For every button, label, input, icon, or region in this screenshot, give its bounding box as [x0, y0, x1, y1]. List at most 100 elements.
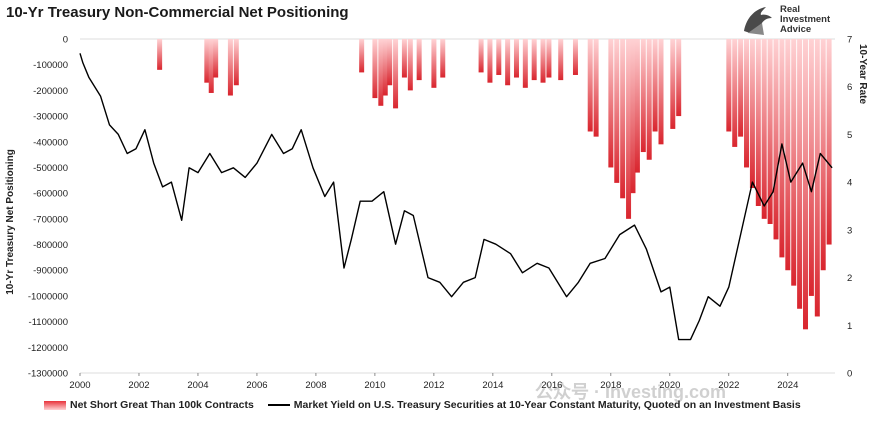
brand-line2: Investment — [780, 14, 831, 25]
bar-26 — [558, 39, 564, 81]
bar-10 — [387, 39, 393, 86]
y-right-tick-label-5: 5 — [847, 130, 852, 141]
bar-37 — [646, 39, 652, 160]
bar-28 — [587, 39, 593, 132]
bar-14 — [416, 39, 422, 81]
y-right-tick-label-7: 7 — [847, 35, 852, 46]
y-left-tick-label-6: -600000 — [33, 189, 68, 200]
x-tick-label-0: 2000 — [69, 380, 90, 391]
page-title: 10-Yr Treasury Non-Commercial Net Positi… — [6, 4, 349, 21]
bar-2 — [208, 39, 214, 93]
y-left-tick-label-11: -1100000 — [29, 317, 68, 328]
y-left-tick-label-10: -1000000 — [28, 291, 68, 302]
bar-31 — [614, 39, 620, 183]
bar-34 — [630, 39, 636, 194]
line-series — [79, 53, 833, 341]
bar-45 — [744, 39, 750, 168]
bar-6 — [359, 39, 365, 73]
bar-33 — [626, 39, 632, 219]
bar-13 — [407, 39, 413, 91]
x-tick-label-12: 2024 — [777, 380, 798, 391]
brand-line3: Advice — [780, 24, 812, 35]
y-axis-right: 0 1 2 3 4 5 6 7 — [847, 35, 852, 380]
bar-22 — [522, 39, 528, 88]
y-axis-right-label: 10-Year Rate — [857, 44, 868, 104]
bar-23 — [531, 39, 537, 81]
legend-line-label: Market Yield on U.S. Treasury Securities… — [293, 399, 801, 411]
x-tick-label-2: 2004 — [187, 380, 208, 391]
bar-43 — [732, 39, 738, 147]
bar-55 — [803, 39, 809, 330]
bar-1 — [204, 39, 210, 83]
y-right-tick-label-6: 6 — [847, 82, 852, 93]
bar-50 — [773, 39, 779, 240]
y-left-tick-label-12: -1200000 — [28, 343, 68, 354]
brand-line1: Real — [780, 4, 801, 15]
x-tick-label-6: 2012 — [423, 380, 444, 391]
bar-52 — [785, 39, 791, 271]
x-tick-label-9: 2018 — [600, 380, 621, 391]
x-tick-label-1: 2002 — [128, 380, 149, 391]
y-left-tick-label-13: -1300000 — [28, 369, 68, 380]
bar-5 — [233, 39, 239, 86]
bar-15 — [431, 39, 437, 88]
bar-44 — [738, 39, 744, 137]
bar-56 — [808, 39, 814, 296]
bar-9 — [382, 39, 388, 96]
bar-41 — [676, 39, 682, 117]
x-tick-label-3: 2006 — [246, 380, 267, 391]
y-left-tick-label-4: -400000 — [33, 137, 68, 148]
bar-27 — [572, 39, 578, 75]
bar-21 — [513, 39, 519, 78]
bar-32 — [620, 39, 626, 199]
bar-8 — [378, 39, 384, 106]
bar-29 — [593, 39, 599, 137]
bar-18 — [487, 39, 493, 83]
eagle-head-icon — [744, 7, 772, 35]
bar-35 — [634, 39, 640, 173]
y-left-tick-label-7: -700000 — [33, 214, 68, 225]
x-tick-label-10: 2020 — [659, 380, 680, 391]
bar-42 — [726, 39, 732, 132]
bar-54 — [797, 39, 803, 309]
x-tick-label-8: 2016 — [541, 380, 562, 391]
bar-20 — [505, 39, 511, 86]
bar-47 — [755, 39, 761, 206]
bar-4 — [227, 39, 233, 96]
bar-17 — [478, 39, 484, 73]
y-right-tick-label-2: 2 — [847, 273, 852, 284]
x-tick-label-11: 2022 — [718, 380, 739, 391]
y-right-tick-label-4: 4 — [847, 178, 852, 189]
bar-48 — [761, 39, 767, 219]
bar-series — [157, 39, 832, 330]
x-tick-label-7: 2014 — [482, 380, 503, 391]
bar-46 — [749, 39, 755, 189]
legend-line-swatch — [267, 404, 290, 406]
brand-name: Real Investment Advice — [780, 5, 830, 35]
bar-16 — [440, 39, 446, 78]
bar-58 — [820, 39, 826, 271]
bar-3 — [213, 39, 219, 78]
bar-7 — [372, 39, 378, 99]
y-left-tick-label-9: -900000 — [33, 266, 68, 277]
y-left-tick-label-1: -100000 — [33, 60, 68, 71]
y-left-tick-label-0: 0 — [63, 35, 68, 46]
bar-53 — [791, 39, 797, 286]
x-tick-label-4: 2008 — [305, 380, 326, 391]
bar-59 — [826, 39, 832, 245]
bar-40 — [670, 39, 676, 129]
y-right-tick-label-0: 0 — [847, 369, 852, 380]
bar-24 — [540, 39, 546, 83]
bar-49 — [767, 39, 773, 224]
bar-11 — [393, 39, 399, 109]
bar-51 — [779, 39, 785, 258]
legend: Net Short Great Than 100k Contracts Mark… — [44, 399, 801, 411]
bar-25 — [546, 39, 552, 78]
x-axis: 2000 2002 2004 2006 2008 2010 2012 2014 2016 2018… — [69, 373, 798, 391]
watermark: 公众号 · Investing.com — [535, 382, 727, 402]
bar-0 — [157, 39, 163, 70]
x-tick-label-5: 2010 — [364, 380, 385, 391]
yield-line — [79, 53, 833, 341]
bar-12 — [401, 39, 407, 78]
